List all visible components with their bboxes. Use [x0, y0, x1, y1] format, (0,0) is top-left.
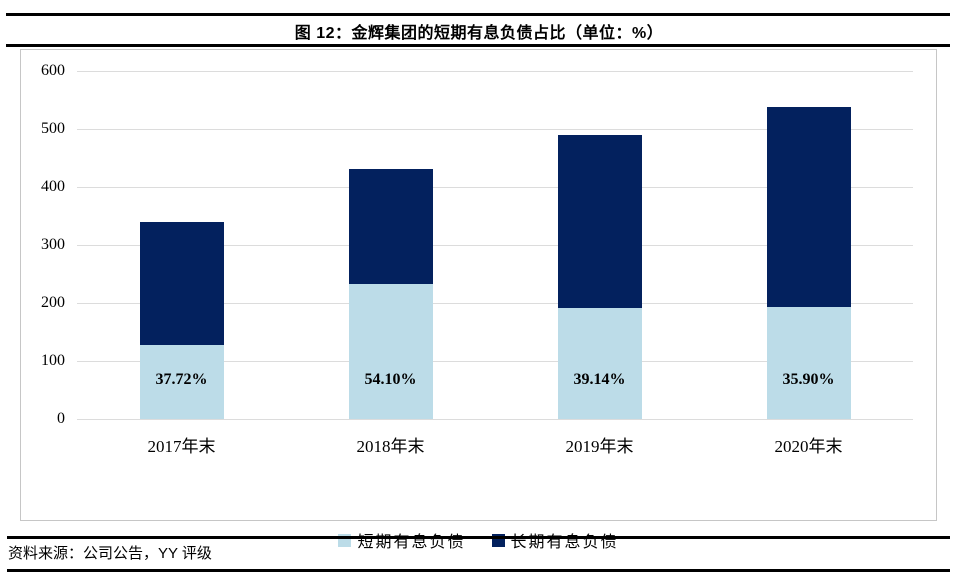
footer-rule-bottom [7, 569, 950, 572]
y-tick-label: 400 [41, 178, 65, 195]
figure-title: 图 12：金辉集团的短期有息负债占比（单位：%） [294, 25, 664, 42]
y-tick-label: 200 [41, 294, 65, 311]
x-axis-category-label: 2018年末 [356, 437, 425, 456]
y-tick-label: 100 [41, 352, 65, 369]
gridline [77, 71, 913, 72]
footer-rule-top [7, 536, 950, 539]
gridline [77, 361, 913, 362]
bar-segment-long-term [139, 221, 224, 345]
bar-percentage-label: 39.14% [573, 371, 626, 388]
gridline [77, 419, 913, 420]
bar-segment-short-term [139, 344, 224, 419]
gridline [77, 129, 913, 130]
y-tick-label: 300 [41, 236, 65, 253]
x-axis-category-label: 2019年末 [565, 437, 634, 456]
x-axis-category-label: 2020年末 [774, 437, 843, 456]
chart-box: 0 100 200 300 400 500 600 37.72% 54.10% 39.14% 35… [20, 49, 937, 551]
source-text: 资料来源：公司公告，YY 评级 [8, 545, 212, 562]
x-axis-category-label: 2017年末 [147, 437, 216, 456]
bar-segment-short-term [557, 307, 642, 419]
bar-percentage-label: 54.10% [364, 371, 417, 388]
gridline [77, 245, 913, 246]
bar-segment-short-term [348, 283, 433, 419]
bar-percentage-label: 37.72% [155, 371, 208, 388]
bar-segment-short-term [766, 307, 851, 419]
title-rule [6, 44, 950, 47]
y-tick-label: 500 [41, 120, 65, 137]
bar-segment-long-term [348, 169, 433, 284]
y-tick-label: 600 [41, 62, 65, 79]
gridline [77, 303, 913, 304]
top-rule [6, 13, 950, 16]
bar-percentage-label: 35.90% [782, 371, 835, 388]
bar-segment-long-term [557, 134, 642, 308]
y-tick-label: 0 [57, 410, 65, 427]
bar-segment-long-term [766, 106, 851, 308]
gridline [77, 187, 913, 188]
